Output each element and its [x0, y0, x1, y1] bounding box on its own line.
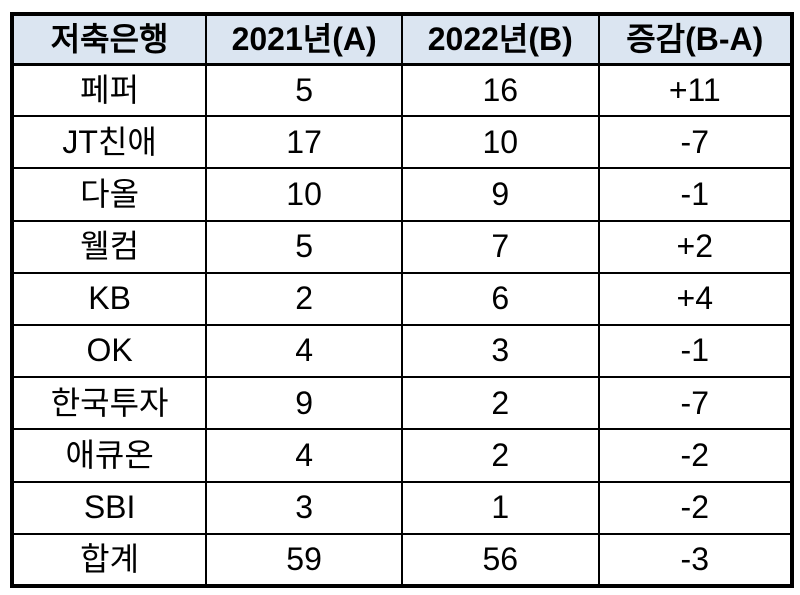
- column-header-2021: 2021년(A): [205, 13, 403, 66]
- value-2021-cell: 4: [205, 323, 403, 379]
- bank-name-cell: 다올: [10, 167, 208, 222]
- delta-cell: +11: [597, 62, 794, 118]
- value-2022-cell: 1: [400, 480, 600, 535]
- delta-cell: -1: [597, 323, 794, 379]
- delta-cell: -7: [597, 376, 794, 431]
- value-2021-cell: 9: [205, 376, 403, 431]
- table-header: 저축은행 2021년(A) 2022년(B) 증감(B-A): [10, 13, 794, 66]
- value-2022-cell: 6: [400, 271, 600, 326]
- header-row: 저축은행 2021년(A) 2022년(B) 증감(B-A): [10, 13, 794, 66]
- table-row: 애큐온 4 2 -2: [10, 428, 794, 483]
- value-2021-cell: 2: [205, 271, 403, 326]
- value-2021-cell: 59: [205, 532, 403, 588]
- column-header-2022: 2022년(B): [400, 13, 600, 66]
- data-table: 저축은행 2021년(A) 2022년(B) 증감(B-A) 페퍼 5 16 +11 J…: [10, 12, 794, 588]
- table-body: 페퍼 5 16 +11 JT친애 17 10 -7 다올 10 9 -1 웰컴 5 7 +2 KB 2 6 +4 OK 4…: [10, 62, 794, 588]
- value-2022-cell: 9: [400, 167, 600, 222]
- table-row: 합계 59 56 -3: [10, 532, 794, 588]
- value-2021-cell: 5: [205, 62, 403, 118]
- table-row: 다올 10 9 -1: [10, 167, 794, 222]
- delta-cell: +2: [597, 219, 794, 274]
- bank-name-cell: 한국투자: [10, 376, 208, 431]
- table-row: JT친애 17 10 -7: [10, 115, 794, 170]
- column-header-bank: 저축은행: [10, 13, 208, 66]
- value-2022-cell: 2: [400, 376, 600, 431]
- savings-bank-table: 저축은행 2021년(A) 2022년(B) 증감(B-A) 페퍼 5 16 +11 J…: [10, 12, 794, 588]
- column-header-delta: 증감(B-A): [597, 13, 794, 66]
- table-row: KB 2 6 +4: [10, 271, 794, 326]
- value-2022-cell: 2: [400, 428, 600, 483]
- bank-name-cell: OK: [10, 323, 208, 379]
- value-2022-cell: 10: [400, 115, 600, 170]
- delta-cell: -1: [597, 167, 794, 222]
- bank-name-cell: 페퍼: [10, 62, 208, 118]
- delta-cell: -7: [597, 115, 794, 170]
- table-row: OK 4 3 -1: [10, 323, 794, 379]
- table-row: 페퍼 5 16 +11: [10, 62, 794, 118]
- value-2021-cell: 17: [205, 115, 403, 170]
- delta-cell: -2: [597, 480, 794, 535]
- bank-name-cell: 애큐온: [10, 428, 208, 483]
- bank-name-cell: 웰컴: [10, 219, 208, 274]
- delta-cell: -3: [597, 532, 794, 588]
- table-row: 한국투자 9 2 -7: [10, 376, 794, 431]
- table-row: SBI 3 1 -2: [10, 480, 794, 535]
- value-2021-cell: 4: [205, 428, 403, 483]
- bank-name-cell: 합계: [10, 532, 208, 588]
- table-row: 웰컴 5 7 +2: [10, 219, 794, 274]
- bank-name-cell: KB: [10, 271, 208, 326]
- value-2021-cell: 10: [205, 167, 403, 222]
- value-2022-cell: 3: [400, 323, 600, 379]
- value-2021-cell: 3: [205, 480, 403, 535]
- value-2022-cell: 16: [400, 62, 600, 118]
- delta-cell: +4: [597, 271, 794, 326]
- value-2022-cell: 56: [400, 532, 600, 588]
- bank-name-cell: JT친애: [10, 115, 208, 170]
- delta-cell: -2: [597, 428, 794, 483]
- bank-name-cell: SBI: [10, 480, 208, 535]
- value-2022-cell: 7: [400, 219, 600, 274]
- value-2021-cell: 5: [205, 219, 403, 274]
